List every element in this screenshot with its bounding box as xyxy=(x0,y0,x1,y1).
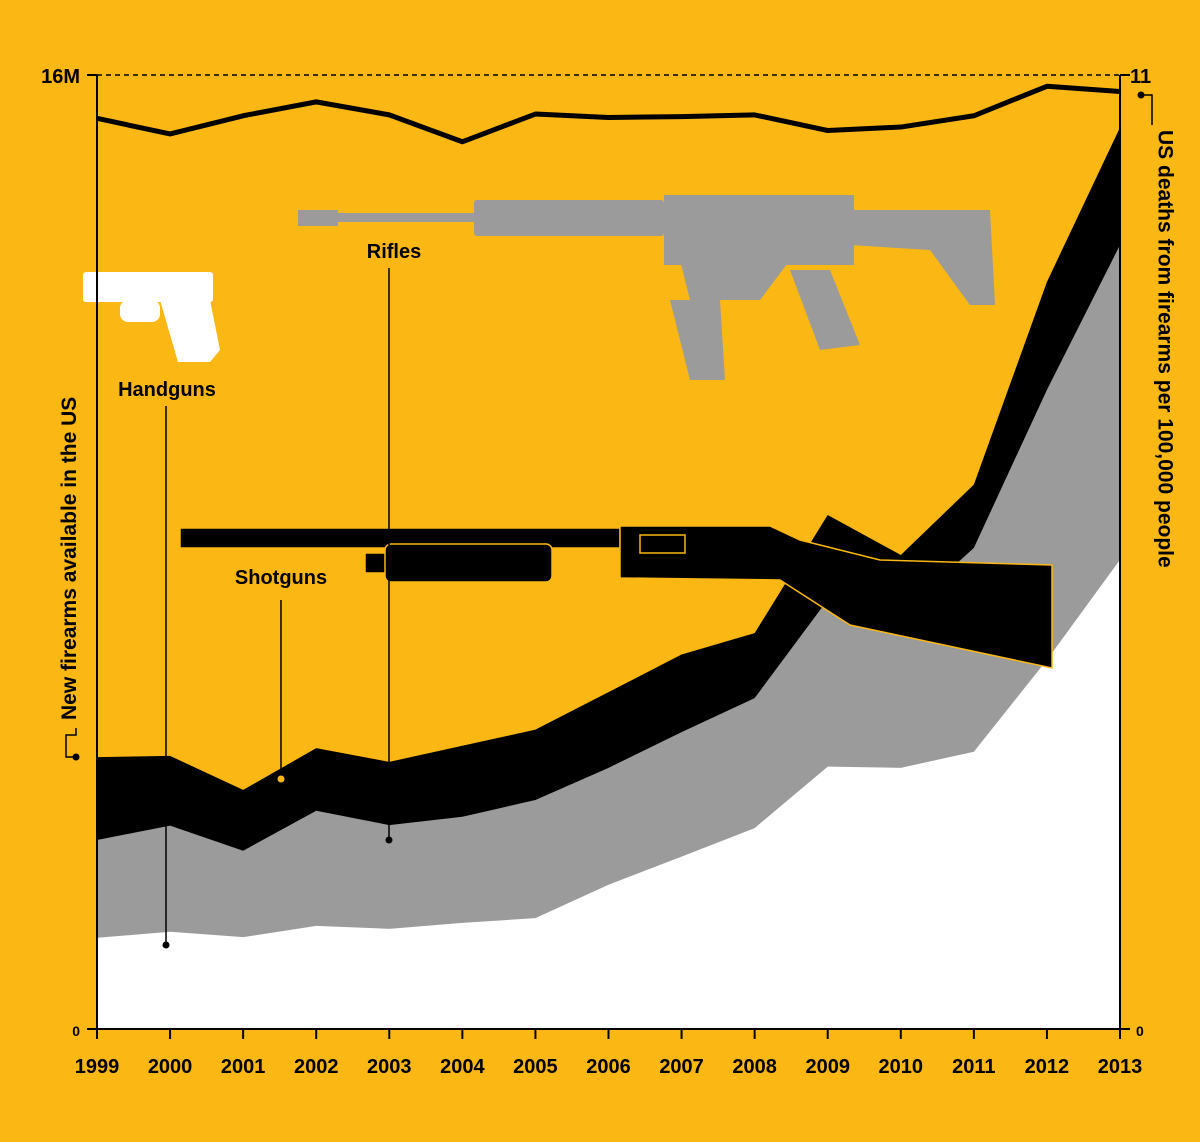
x-tick-label: 2004 xyxy=(440,1056,485,1078)
handgun-illustration xyxy=(83,272,220,362)
line-death-rate xyxy=(96,83,1121,145)
annotation-rifles: Rifles xyxy=(367,241,421,263)
x-tick-label: 2010 xyxy=(879,1056,924,1078)
x-tick-label: 2013 xyxy=(1098,1056,1143,1078)
x-tick-label: 2006 xyxy=(586,1056,631,1078)
shotgun-illustration xyxy=(179,525,1053,669)
leader-dot-handguns xyxy=(162,941,170,949)
y-axis-label-dot xyxy=(72,753,80,761)
x-tick-label: 2009 xyxy=(805,1056,850,1078)
x-tick-label: 2008 xyxy=(732,1056,777,1078)
x-tick-label: 2007 xyxy=(659,1056,704,1078)
x-tick-label: 2002 xyxy=(294,1056,339,1078)
y-axis-label-bracket xyxy=(65,728,77,758)
area-handguns xyxy=(97,559,1120,1029)
y2-axis-label-dot xyxy=(1137,91,1145,99)
x-tick-label: 2000 xyxy=(148,1056,193,1078)
y-tick-label-0: 0 xyxy=(72,1023,80,1039)
annotation-handguns: Handguns xyxy=(118,379,216,401)
y2-tick-label-max: 11 xyxy=(1130,66,1151,88)
leader-dot-shotguns xyxy=(277,775,285,783)
rifle-illustration xyxy=(298,195,995,380)
leader-dot-rifles xyxy=(385,836,393,844)
x-tick-label: 2001 xyxy=(221,1056,266,1078)
y2-tick-label-0: 0 xyxy=(1136,1023,1144,1039)
x-tick-label: 2011 xyxy=(952,1056,995,1078)
y-tick-label-max: 16M xyxy=(41,66,80,88)
x-tick-label: 1999 xyxy=(75,1056,120,1078)
y2-axis-label: US deaths from firearms per 100,000 peop… xyxy=(1153,130,1176,568)
annotation-shotguns: Shotguns xyxy=(235,567,327,589)
y-axis-label: New firearms available in the US xyxy=(58,397,81,720)
x-tick-label: 2003 xyxy=(367,1056,412,1078)
x-tick-label: 2005 xyxy=(513,1056,558,1078)
x-tick-label: 2012 xyxy=(1025,1056,1070,1078)
y2-axis-label-bracket xyxy=(1141,94,1153,125)
